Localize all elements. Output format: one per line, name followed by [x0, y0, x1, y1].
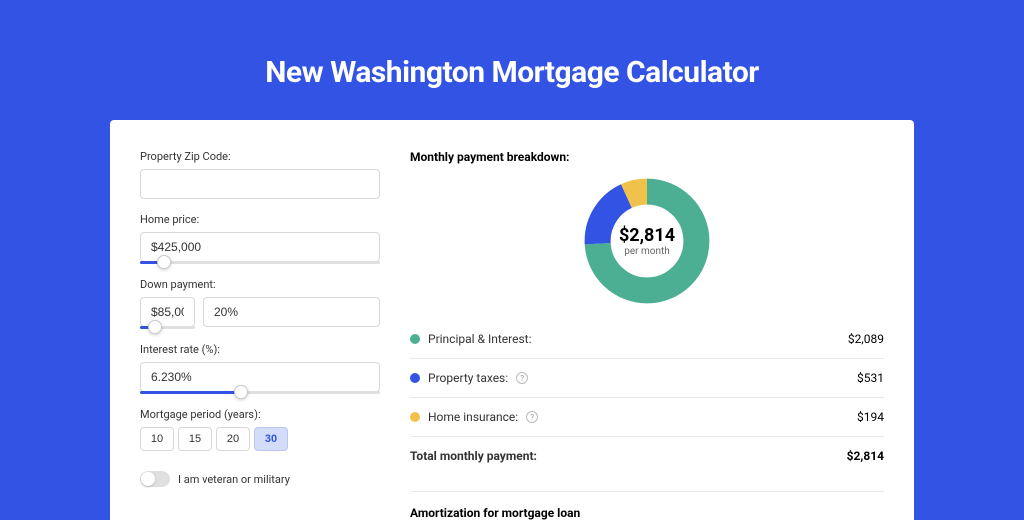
- legend-dot: [410, 373, 420, 383]
- amortization-header: Amortization for mortgage loan: [410, 506, 884, 520]
- divider: [410, 397, 884, 398]
- mortgage-period-field-group: Mortgage period (years): 10152030: [140, 408, 380, 451]
- donut-amount: $2,814: [619, 225, 675, 246]
- breakdown-row-left: Home insurance:?: [410, 410, 538, 424]
- donut-chart-wrap: $2,814 per month: [410, 176, 884, 306]
- down-payment-label: Down payment:: [140, 278, 380, 291]
- home-price-field-group: Home price:: [140, 213, 380, 264]
- interest-rate-slider[interactable]: [140, 391, 380, 394]
- donut-sub: per month: [624, 246, 670, 257]
- legend-dot: [410, 412, 420, 422]
- mortgage-period-buttons: 10152030: [140, 427, 380, 451]
- home-price-label: Home price:: [140, 213, 380, 226]
- breakdown-item-amount: $531: [857, 371, 884, 385]
- breakdown-row-left: Property taxes:?: [410, 371, 528, 385]
- period-button-20[interactable]: 20: [216, 427, 250, 451]
- breakdown-item-label: Principal & Interest:: [428, 332, 532, 346]
- amortization-section: Amortization for mortgage loan Amortizat…: [410, 491, 884, 520]
- divider: [410, 436, 884, 437]
- donut-chart: $2,814 per month: [582, 176, 712, 306]
- mortgage-period-label: Mortgage period (years):: [140, 408, 380, 421]
- breakdown-row: Principal & Interest: $2,089: [410, 324, 884, 354]
- home-price-input[interactable]: [140, 232, 380, 262]
- legend-dot: [410, 334, 420, 344]
- breakdown-item-label: Property taxes:: [428, 371, 508, 385]
- breakdown-total-row: Total monthly payment: $2,814: [410, 441, 884, 471]
- interest-rate-label: Interest rate (%):: [140, 343, 380, 356]
- home-price-slider-thumb[interactable]: [157, 255, 171, 269]
- veteran-toggle-label: I am veteran or military: [178, 473, 290, 486]
- breakdown-header: Monthly payment breakdown:: [410, 150, 884, 164]
- total-amount: $2,814: [847, 449, 884, 463]
- interest-rate-input[interactable]: [140, 362, 380, 392]
- home-price-slider[interactable]: [140, 261, 380, 264]
- breakdown-row: Home insurance:? $194: [410, 402, 884, 432]
- donut-center: $2,814 per month: [582, 176, 712, 306]
- period-button-15[interactable]: 15: [178, 427, 212, 451]
- breakdown-column: Monthly payment breakdown: $2,814 per mo…: [410, 150, 884, 520]
- page-background: New Washington Mortgage Calculator Prope…: [0, 0, 1024, 512]
- down-payment-slider-thumb[interactable]: [148, 320, 162, 334]
- divider: [410, 358, 884, 359]
- breakdown-row: Property taxes:? $531: [410, 363, 884, 393]
- help-icon[interactable]: ?: [516, 372, 528, 384]
- veteran-toggle-row: I am veteran or military: [140, 471, 380, 487]
- zip-field-group: Property Zip Code:: [140, 150, 380, 199]
- help-icon[interactable]: ?: [526, 411, 538, 423]
- breakdown-item-label: Home insurance:: [428, 410, 518, 424]
- form-column: Property Zip Code: Home price: Down paym…: [140, 150, 380, 520]
- calculator-card: Property Zip Code: Home price: Down paym…: [110, 120, 914, 520]
- interest-rate-slider-thumb[interactable]: [234, 385, 248, 399]
- down-payment-field-group: Down payment:: [140, 278, 380, 329]
- breakdown-list: Principal & Interest: $2,089 Property taxe…: [410, 324, 884, 432]
- interest-rate-slider-fill: [140, 391, 241, 394]
- breakdown-row-left: Principal & Interest:: [410, 332, 532, 346]
- zip-label: Property Zip Code:: [140, 150, 380, 163]
- veteran-toggle[interactable]: [140, 471, 170, 487]
- interest-rate-field-group: Interest rate (%):: [140, 343, 380, 394]
- down-payment-slider[interactable]: [140, 326, 195, 329]
- breakdown-item-amount: $2,089: [848, 332, 884, 346]
- down-payment-percent-input[interactable]: [203, 297, 380, 327]
- period-button-10[interactable]: 10: [140, 427, 174, 451]
- total-label: Total monthly payment:: [410, 449, 537, 463]
- page-title: New Washington Mortgage Calculator: [0, 55, 1024, 90]
- period-button-30[interactable]: 30: [254, 427, 288, 451]
- down-payment-amount-input[interactable]: [140, 297, 195, 327]
- breakdown-item-amount: $194: [857, 410, 884, 424]
- zip-input[interactable]: [140, 169, 380, 199]
